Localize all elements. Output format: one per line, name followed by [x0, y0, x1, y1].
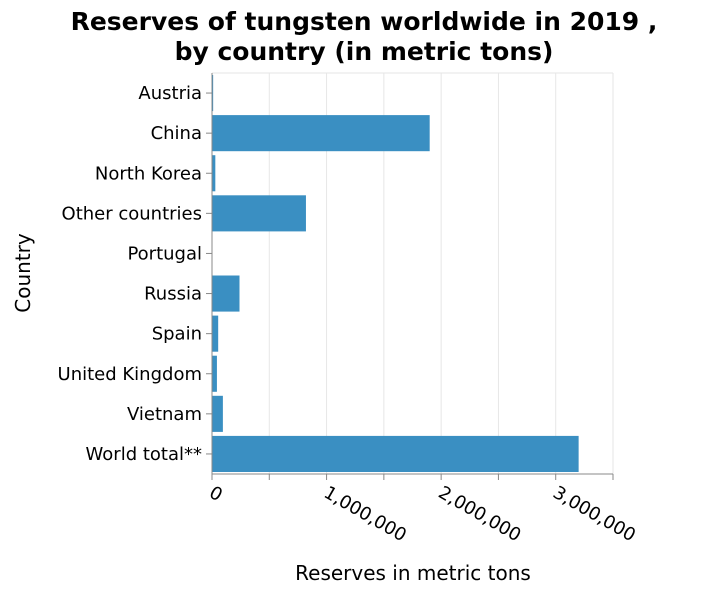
y-tick-label: Portugal	[127, 243, 202, 264]
bar	[212, 435, 579, 472]
y-tick-label: Other countries	[62, 203, 202, 224]
bar	[212, 195, 306, 232]
bar	[212, 315, 219, 352]
bar	[212, 155, 216, 192]
bar	[212, 275, 240, 312]
x-axis-title: Reserves in metric tons	[295, 561, 531, 585]
y-tick-label: Austria	[138, 83, 202, 104]
chart-title-line-1: Reserves of tungsten worldwide in 2019 ,	[71, 7, 658, 36]
y-tick-label: China	[151, 123, 202, 144]
x-tick-label: 0	[206, 482, 226, 506]
y-tick-label: United Kingdom	[58, 364, 202, 385]
y-tick-label: Spain	[152, 324, 202, 345]
bar	[212, 75, 214, 112]
y-axis-title: Country	[11, 233, 35, 313]
y-tick-label: Vietnam	[127, 404, 202, 425]
x-tick-label: 3,000,000	[549, 482, 639, 546]
bar	[212, 395, 223, 432]
x-tick-label: 1,000,000	[320, 482, 410, 546]
bars-layer	[212, 75, 579, 472]
y-tick-label: Russia	[144, 284, 202, 305]
bar	[212, 115, 430, 152]
x-tick-label: 2,000,000	[435, 482, 525, 546]
y-tick-label: World total**	[86, 444, 202, 465]
y-tick-label: North Korea	[95, 163, 202, 184]
chart-title-line-2: by country (in metric tons)	[175, 37, 554, 66]
bar	[212, 355, 217, 392]
